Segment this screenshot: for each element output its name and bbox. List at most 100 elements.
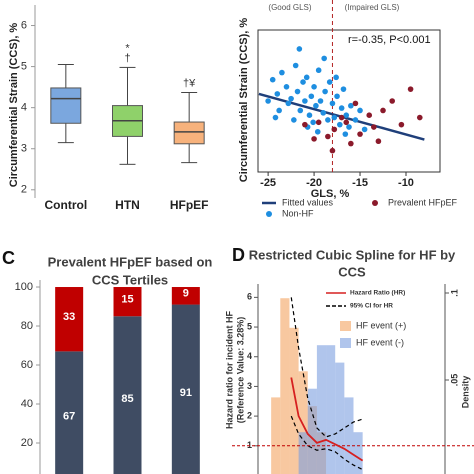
- bar-segment: [55, 351, 84, 474]
- point: [366, 112, 373, 118]
- data-label: 67: [63, 411, 75, 423]
- point: [352, 100, 359, 107]
- point: [272, 114, 279, 121]
- chart-title: CCS: [338, 264, 366, 279]
- point: [311, 84, 317, 90]
- data-label: 33: [63, 311, 75, 323]
- point: [315, 67, 322, 74]
- histogram-bar: [335, 362, 345, 474]
- legend-swatch: [340, 338, 351, 348]
- point: [357, 107, 363, 114]
- point: [348, 102, 354, 109]
- point: [371, 124, 377, 130]
- point: [306, 112, 313, 118]
- data-label: 9: [183, 288, 189, 300]
- y-tick-label: 3: [247, 381, 252, 391]
- point: [342, 131, 349, 137]
- point: [346, 124, 352, 130]
- point: [300, 79, 306, 85]
- point: [276, 107, 282, 114]
- point: [302, 121, 308, 128]
- point: [315, 119, 322, 126]
- chart-title: Restricted Cubic Spline for HF by: [249, 247, 456, 262]
- point: [274, 91, 281, 97]
- point: [329, 100, 336, 107]
- legend-label: 95% CI for HR: [350, 303, 393, 310]
- point: [325, 133, 331, 140]
- x-tick-label: Control: [45, 198, 88, 212]
- y-axis-label: (Reference Value: 3.28%): [235, 317, 245, 424]
- point: [398, 121, 405, 128]
- x-axis-label: GLS, %: [311, 188, 350, 200]
- point: [285, 100, 292, 107]
- point: [294, 88, 301, 95]
- point: [357, 131, 363, 137]
- point: [380, 107, 386, 114]
- panel-label: D: [232, 245, 245, 265]
- point: [331, 114, 338, 121]
- x-tick-label: -15: [352, 177, 368, 189]
- legend-label: Prevalent HFpEF: [388, 197, 458, 207]
- y-tick-label: 20: [21, 437, 33, 449]
- y-tick-label: 4: [247, 351, 252, 361]
- spline-line: [290, 415, 363, 471]
- data-label: 15: [121, 294, 133, 306]
- box: [50, 87, 82, 124]
- bar-segment: [113, 287, 142, 317]
- spline-line: [290, 377, 364, 462]
- histogram-bar: [280, 298, 290, 474]
- bar-segment: [171, 287, 200, 305]
- annotation: †: [124, 52, 130, 64]
- point: [310, 119, 316, 126]
- y-tick-label: 6: [21, 19, 27, 31]
- histogram-bar: [353, 432, 363, 474]
- y-tick-label: 5: [247, 321, 252, 331]
- point: [333, 74, 339, 81]
- legend-label: HF event (-): [356, 337, 404, 347]
- box: [173, 121, 205, 145]
- y2-tick-label: .05: [449, 374, 459, 387]
- bar-segment: [55, 287, 84, 352]
- y-axis-label: Hazard ratio for incident HF: [224, 310, 234, 429]
- point: [321, 55, 327, 62]
- point: [320, 110, 327, 116]
- point: [348, 140, 354, 147]
- legend-label: Fitted values: [282, 197, 334, 207]
- plot-frame: [257, 29, 441, 173]
- header-text: (Impaired GLS): [345, 3, 400, 12]
- point: [407, 86, 414, 92]
- point: [352, 117, 359, 123]
- data-label: 91: [180, 387, 192, 399]
- bar-segment: [113, 316, 142, 474]
- header-text: GLS ≤ -18%: [350, 0, 394, 2]
- point: [288, 95, 294, 102]
- y-tick-label: 80: [21, 320, 33, 332]
- chart-title: CCS Tertiles: [92, 272, 168, 287]
- data-label: 85: [121, 393, 133, 405]
- y-tick-label: 1: [247, 440, 252, 450]
- point: [329, 147, 336, 154]
- histogram-bar: [307, 388, 317, 474]
- point: [326, 79, 333, 85]
- y-tick-label: 2: [247, 410, 252, 420]
- point: [361, 126, 368, 133]
- point: [322, 88, 328, 95]
- point: [303, 74, 310, 81]
- y-axis-label: Circumferential Strain (CCS), %: [8, 23, 20, 188]
- y2-axis-label: Density: [460, 376, 470, 409]
- histogram-bar: [298, 371, 308, 474]
- y-tick-label: 100: [15, 281, 33, 293]
- y-tick-label: 2: [21, 184, 27, 196]
- point: [314, 128, 321, 135]
- y-tick-label: 5: [21, 61, 27, 73]
- point: [292, 62, 299, 69]
- legend-label: HF event (+): [356, 320, 406, 330]
- point: [291, 117, 297, 123]
- point: [279, 69, 285, 76]
- histogram-bar: [326, 345, 336, 474]
- x-tick-label: HFpEF: [170, 198, 209, 212]
- bar-segment: [171, 304, 200, 474]
- point: [343, 119, 350, 126]
- legend-swatch: [266, 211, 272, 217]
